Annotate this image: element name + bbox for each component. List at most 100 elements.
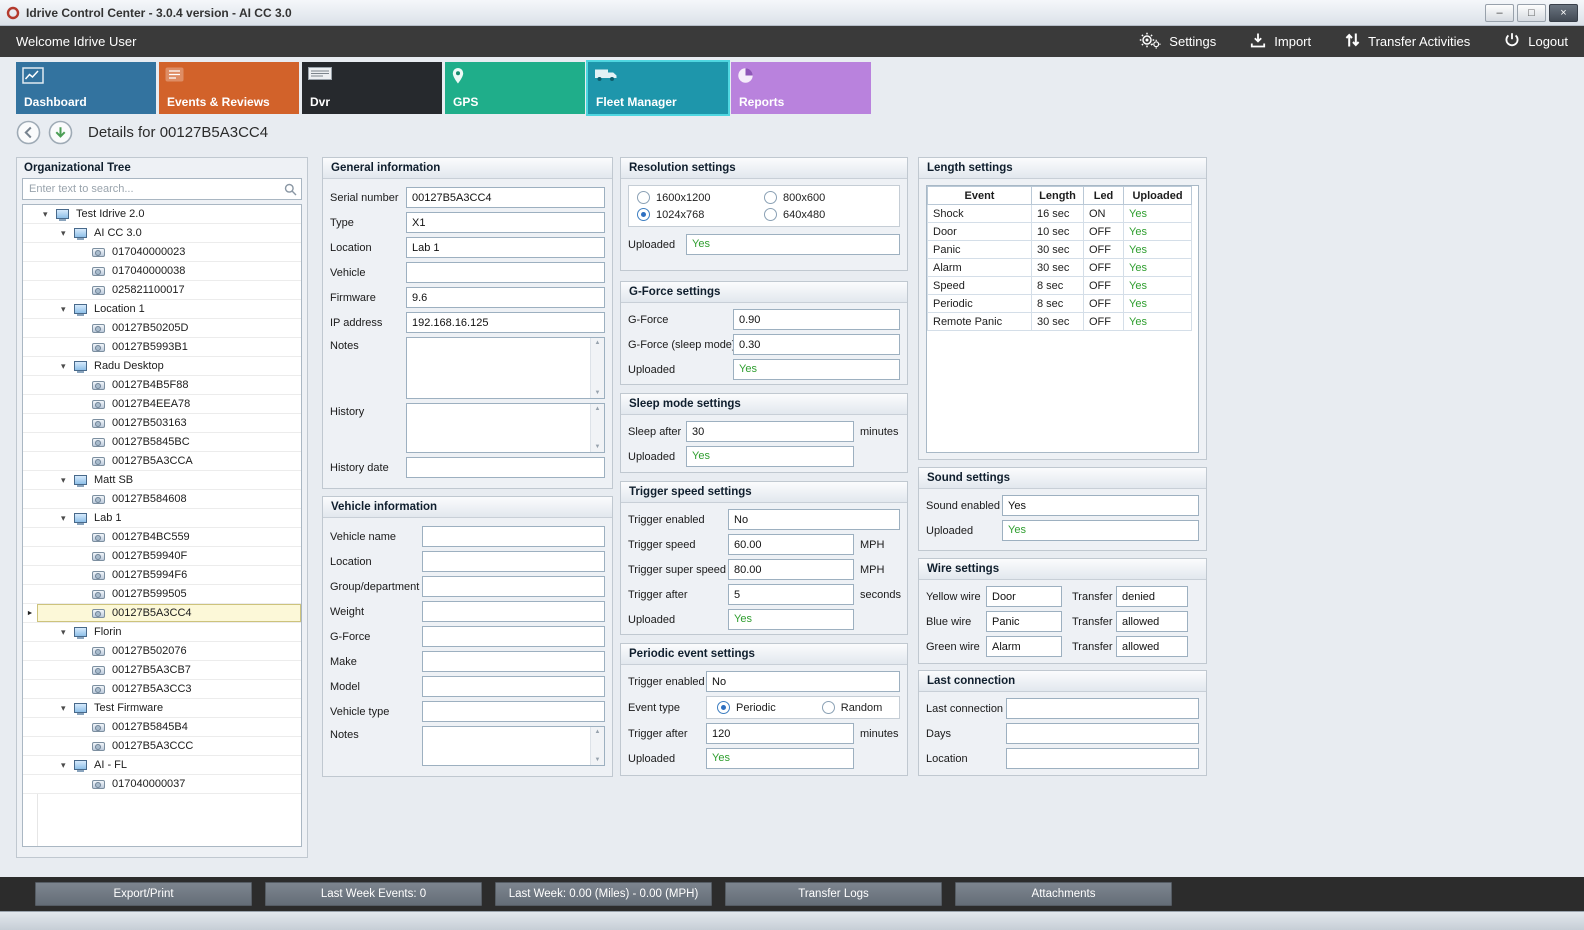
gforce-field[interactable]: [733, 309, 900, 330]
green-wire-field[interactable]: [986, 636, 1062, 657]
tree-node-device[interactable]: 00127B50205D: [23, 319, 301, 338]
import-button[interactable]: Import: [1250, 32, 1311, 51]
expand-arrow-icon[interactable]: ▾: [61, 360, 66, 371]
tree-node-group[interactable]: ▾ Florin: [23, 623, 301, 642]
close-button[interactable]: ×: [1549, 3, 1578, 22]
event-type-option[interactable]: Random: [821, 701, 882, 714]
table-row[interactable]: Speed 8 sec OFF Yes: [927, 276, 1192, 295]
tree-node-device[interactable]: 025821100017: [23, 281, 301, 300]
trigger-super-speed-field[interactable]: [728, 559, 854, 580]
tree-node-device[interactable]: 00127B5A3CCA: [23, 452, 301, 471]
tree-node-device[interactable]: 00127B5845B4: [23, 718, 301, 737]
export-print-button[interactable]: Export/Print: [35, 882, 252, 906]
periodic-trigger-after-field[interactable]: [706, 723, 854, 744]
column-header[interactable]: Event: [927, 186, 1032, 205]
back-button[interactable]: [16, 120, 41, 145]
vehicle-name-field[interactable]: [422, 526, 605, 547]
history-date-field[interactable]: [406, 457, 605, 478]
expand-arrow-icon[interactable]: ▾: [61, 303, 66, 314]
blue-wire-transfer-field[interactable]: [1116, 611, 1188, 632]
logout-button[interactable]: Logout: [1504, 32, 1568, 51]
scrollbar[interactable]: ▲ ▼: [590, 727, 604, 765]
make-field[interactable]: [422, 651, 605, 672]
last-week-miles-button[interactable]: Last Week: 0.00 (Miles) - 0.00 (MPH): [495, 882, 712, 906]
trigger-speed-field[interactable]: [728, 534, 854, 555]
periodic-trigger-enabled-field[interactable]: [706, 671, 900, 692]
radio-icon[interactable]: [764, 191, 777, 204]
tree-node-group[interactable]: ▾ Radu Desktop: [23, 357, 301, 376]
column-header[interactable]: Uploaded: [1123, 186, 1192, 205]
tree-node-group[interactable]: ▾ Matt SB: [23, 471, 301, 490]
yellow-wire-field[interactable]: [986, 586, 1062, 607]
scrollbar[interactable]: ▲ ▼: [590, 404, 604, 452]
table-row[interactable]: Shock 16 sec ON Yes: [927, 204, 1192, 223]
tree-node-device[interactable]: 017040000023: [23, 243, 301, 262]
radio-icon[interactable]: [637, 191, 650, 204]
transfer-activities-button[interactable]: Transfer Activities: [1345, 32, 1470, 51]
tree-node-device[interactable]: 00127B4BC559: [23, 528, 301, 547]
location-field[interactable]: [406, 237, 605, 258]
g-force-field[interactable]: [422, 626, 605, 647]
radio-icon[interactable]: [717, 701, 730, 714]
tab-gps[interactable]: GPS: [445, 62, 585, 114]
trigger-enabled-field[interactable]: [728, 509, 900, 530]
sleep-after-field[interactable]: [686, 421, 854, 442]
blue-wire-field[interactable]: [986, 611, 1062, 632]
notes-field[interactable]: [406, 337, 605, 399]
column-header[interactable]: Led: [1083, 186, 1124, 205]
table-row[interactable]: Panic 30 sec OFF Yes: [927, 240, 1192, 259]
weight-field[interactable]: [422, 601, 605, 622]
tab-fleet-manager[interactable]: Fleet Manager: [586, 60, 730, 116]
tree-node-device[interactable]: 00127B59940F: [23, 547, 301, 566]
location-field[interactable]: [1006, 748, 1199, 769]
tree-node-device[interactable]: 00127B4EEA78: [23, 395, 301, 414]
tree-node-group[interactable]: ▾ Lab 1: [23, 509, 301, 528]
gforce-sleep-mode-field[interactable]: [733, 334, 900, 355]
radio-icon[interactable]: [764, 208, 777, 221]
history-field[interactable]: [406, 403, 605, 453]
green-wire-transfer-field[interactable]: [1116, 636, 1188, 657]
maximize-button[interactable]: □: [1517, 3, 1546, 22]
location-field[interactable]: [422, 551, 605, 572]
tab-dvr[interactable]: Dvr: [302, 62, 442, 114]
tree-node-device[interactable]: 017040000037: [23, 775, 301, 794]
serial-number-field[interactable]: [406, 187, 605, 208]
tree-node-device[interactable]: ► 00127B5A3CC4: [23, 604, 301, 623]
table-row[interactable]: Periodic 8 sec OFF Yes: [927, 294, 1192, 313]
event-type-option[interactable]: Periodic: [717, 701, 776, 714]
type-field[interactable]: [406, 212, 605, 233]
ip-address-field[interactable]: [406, 312, 605, 333]
resolution-option[interactable]: 640x480: [764, 208, 891, 221]
tree-node-group[interactable]: ▾ Test Idrive 2.0: [23, 205, 301, 224]
expand-arrow-icon[interactable]: ▾: [61, 474, 66, 485]
tree-node-device[interactable]: 00127B4B5F88: [23, 376, 301, 395]
firmware-field[interactable]: [406, 287, 605, 308]
tree-node-device[interactable]: 00127B503163: [23, 414, 301, 433]
tree-node-device[interactable]: 00127B5A3CB7: [23, 661, 301, 680]
expand-arrow-icon[interactable]: ▾: [43, 208, 48, 219]
tab-events-reviews[interactable]: Events & Reviews: [159, 62, 299, 114]
tree-node-group[interactable]: ▾ AI CC 3.0: [23, 224, 301, 243]
expand-arrow-icon[interactable]: ▾: [61, 702, 66, 713]
minimize-button[interactable]: –: [1485, 3, 1514, 22]
table-row[interactable]: Door 10 sec OFF Yes: [927, 222, 1192, 241]
expand-arrow-icon[interactable]: ▾: [61, 626, 66, 637]
scroll-down-button[interactable]: [48, 120, 73, 145]
table-row[interactable]: Remote Panic 30 sec OFF Yes: [927, 312, 1192, 331]
radio-icon[interactable]: [637, 208, 650, 221]
tree-node-device[interactable]: 00127B599505: [23, 585, 301, 604]
tree-node-device[interactable]: 00127B584608: [23, 490, 301, 509]
tab-dashboard[interactable]: Dashboard: [16, 62, 156, 114]
yellow-wire-transfer-field[interactable]: [1116, 586, 1188, 607]
sound-enabled-field[interactable]: [1002, 495, 1199, 516]
tree-node-device[interactable]: 00127B5994F6: [23, 566, 301, 585]
tree-node-device[interactable]: 00127B5845BC: [23, 433, 301, 452]
notes-field[interactable]: [422, 726, 605, 766]
vehicle-field[interactable]: [406, 262, 605, 283]
resolution-option[interactable]: 1600x1200: [637, 191, 764, 204]
search-input[interactable]: [22, 178, 302, 200]
model-field[interactable]: [422, 676, 605, 697]
tab-reports[interactable]: Reports: [731, 62, 871, 114]
expand-arrow-icon[interactable]: ▾: [61, 227, 66, 238]
attachments-button[interactable]: Attachments: [955, 882, 1172, 906]
